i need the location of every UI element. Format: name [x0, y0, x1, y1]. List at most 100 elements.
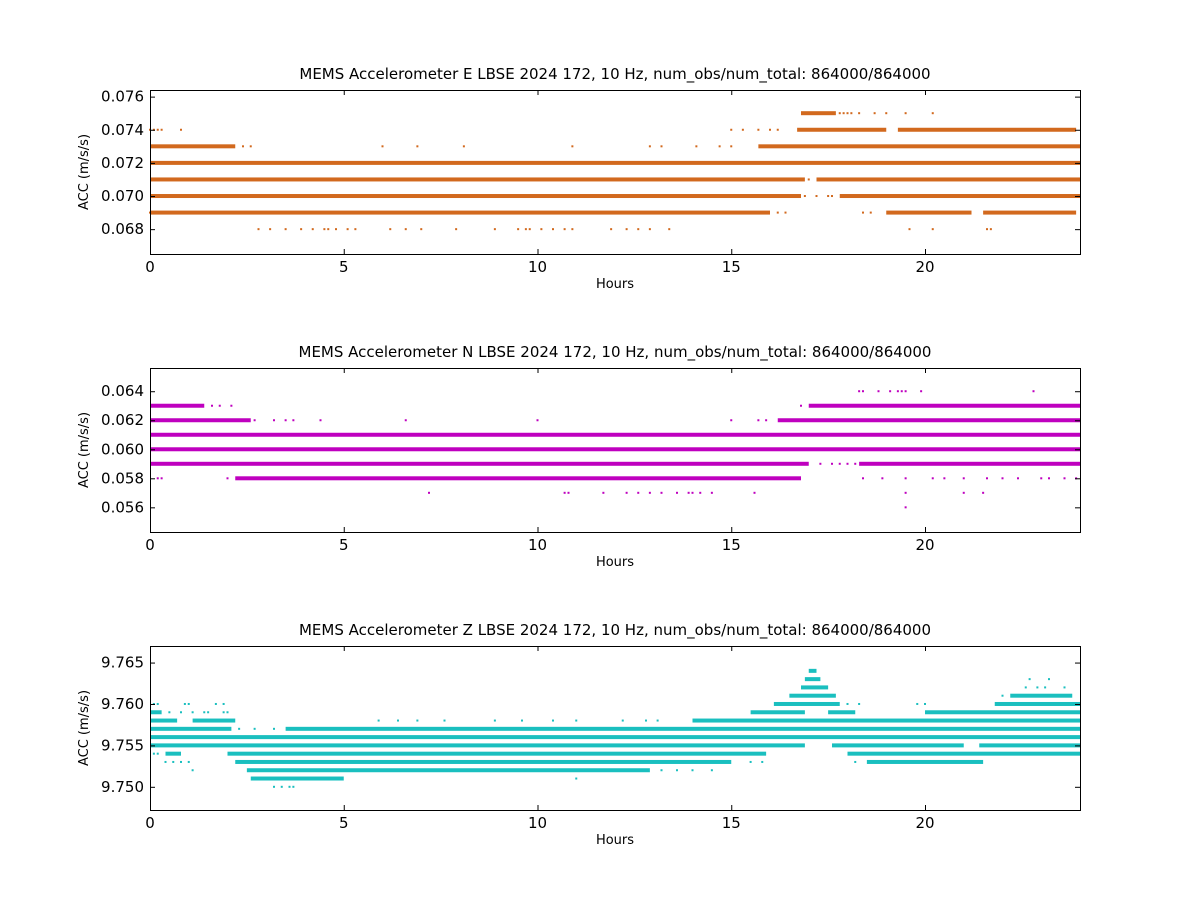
data-point [621, 719, 624, 722]
data-point [691, 491, 694, 494]
data-point [904, 477, 907, 480]
data-point [273, 785, 275, 788]
data-point [776, 128, 779, 131]
data-band [808, 668, 817, 673]
data-point [846, 112, 849, 115]
data-point [152, 211, 155, 214]
y-axis-label-north: ACC (m/s/s) [77, 412, 92, 488]
data-point [156, 702, 159, 705]
data-point [784, 211, 787, 214]
x-tick-label: 15 [722, 814, 741, 832]
data-point [989, 228, 992, 231]
data-point [916, 702, 919, 705]
data-point [292, 785, 295, 788]
x-tick-label: 5 [339, 536, 349, 554]
data-point [904, 506, 907, 509]
data-point [552, 228, 554, 231]
data-band [250, 776, 344, 781]
y-tick-label: 9.765 [101, 654, 144, 672]
data-point [838, 112, 841, 115]
data-band [925, 710, 1080, 715]
data-point [222, 711, 225, 714]
data-band [150, 418, 251, 423]
data-point [269, 228, 272, 231]
data-band [979, 743, 1080, 748]
data-point [769, 128, 771, 131]
data-point [842, 112, 845, 115]
data-point [877, 390, 880, 393]
data-point [920, 390, 923, 393]
data-point [172, 760, 175, 763]
data-point [904, 112, 907, 115]
data-point [284, 228, 287, 231]
data-point [625, 491, 628, 494]
data-point [858, 702, 861, 705]
data-band [897, 127, 1077, 132]
data-point [292, 419, 295, 422]
data-point [610, 228, 613, 231]
x-tick-label: 0 [145, 536, 155, 554]
data-point [211, 404, 213, 407]
plot-frame-north [150, 368, 1081, 533]
plot-frame-east [150, 90, 1081, 255]
data-point [656, 719, 659, 722]
x-tick-label: 20 [915, 258, 934, 276]
data-band [804, 677, 821, 682]
data-band [150, 194, 801, 199]
data-point [563, 491, 566, 494]
data-point [354, 228, 357, 231]
data-point [575, 777, 578, 780]
data-point [676, 491, 678, 494]
data-point [1028, 678, 1031, 681]
data-band [150, 461, 809, 466]
y-tick-label: 9.750 [101, 778, 144, 796]
data-point [900, 390, 903, 393]
data-band [150, 177, 805, 182]
data-point [943, 477, 946, 480]
x-axis-label-vertical: Hours [596, 833, 634, 848]
x-tick-label: 10 [528, 814, 547, 832]
data-point [645, 719, 647, 722]
data-point [180, 760, 182, 763]
y-tick-label: 0.074 [101, 121, 144, 139]
data-point [191, 711, 194, 714]
data-point [563, 228, 566, 231]
data-point [1063, 686, 1066, 689]
x-tick-label: 20 [915, 536, 934, 554]
data-band [801, 111, 836, 116]
panel-east: MEMS Accelerometer E LBSE 2024 172, 10 H… [77, 65, 1081, 292]
data-point [858, 390, 861, 393]
data-point [827, 195, 830, 198]
data-point [536, 419, 539, 422]
panel-vertical: MEMS Accelerometer Z LBSE 2024 172, 10 H… [77, 621, 1081, 848]
data-band [832, 743, 964, 748]
plot-frame-vertical [150, 646, 1081, 811]
data-band [983, 210, 1077, 215]
data-point [800, 404, 802, 407]
data-point [273, 419, 275, 422]
y-tick-label: 0.076 [101, 88, 144, 106]
data-point [381, 145, 384, 148]
data-point [1001, 694, 1004, 697]
x-tick-label: 0 [145, 814, 155, 832]
data-point [896, 390, 899, 393]
y-tick-label: 9.760 [101, 695, 144, 713]
data-point [335, 228, 337, 231]
data-point [935, 462, 938, 465]
data-point [699, 491, 702, 494]
data-point [524, 228, 527, 231]
data-point [203, 711, 206, 714]
data-point [218, 404, 221, 407]
data-point [1001, 477, 1004, 480]
data-point [850, 112, 853, 115]
data-point [757, 419, 760, 422]
data-point [404, 419, 407, 422]
data-band [808, 403, 1080, 408]
data-point [807, 178, 810, 181]
data-point [765, 419, 768, 422]
data-point [552, 719, 554, 722]
data-point [300, 228, 303, 231]
data-band [235, 759, 732, 764]
data-point [904, 491, 907, 494]
data-point [280, 785, 283, 788]
